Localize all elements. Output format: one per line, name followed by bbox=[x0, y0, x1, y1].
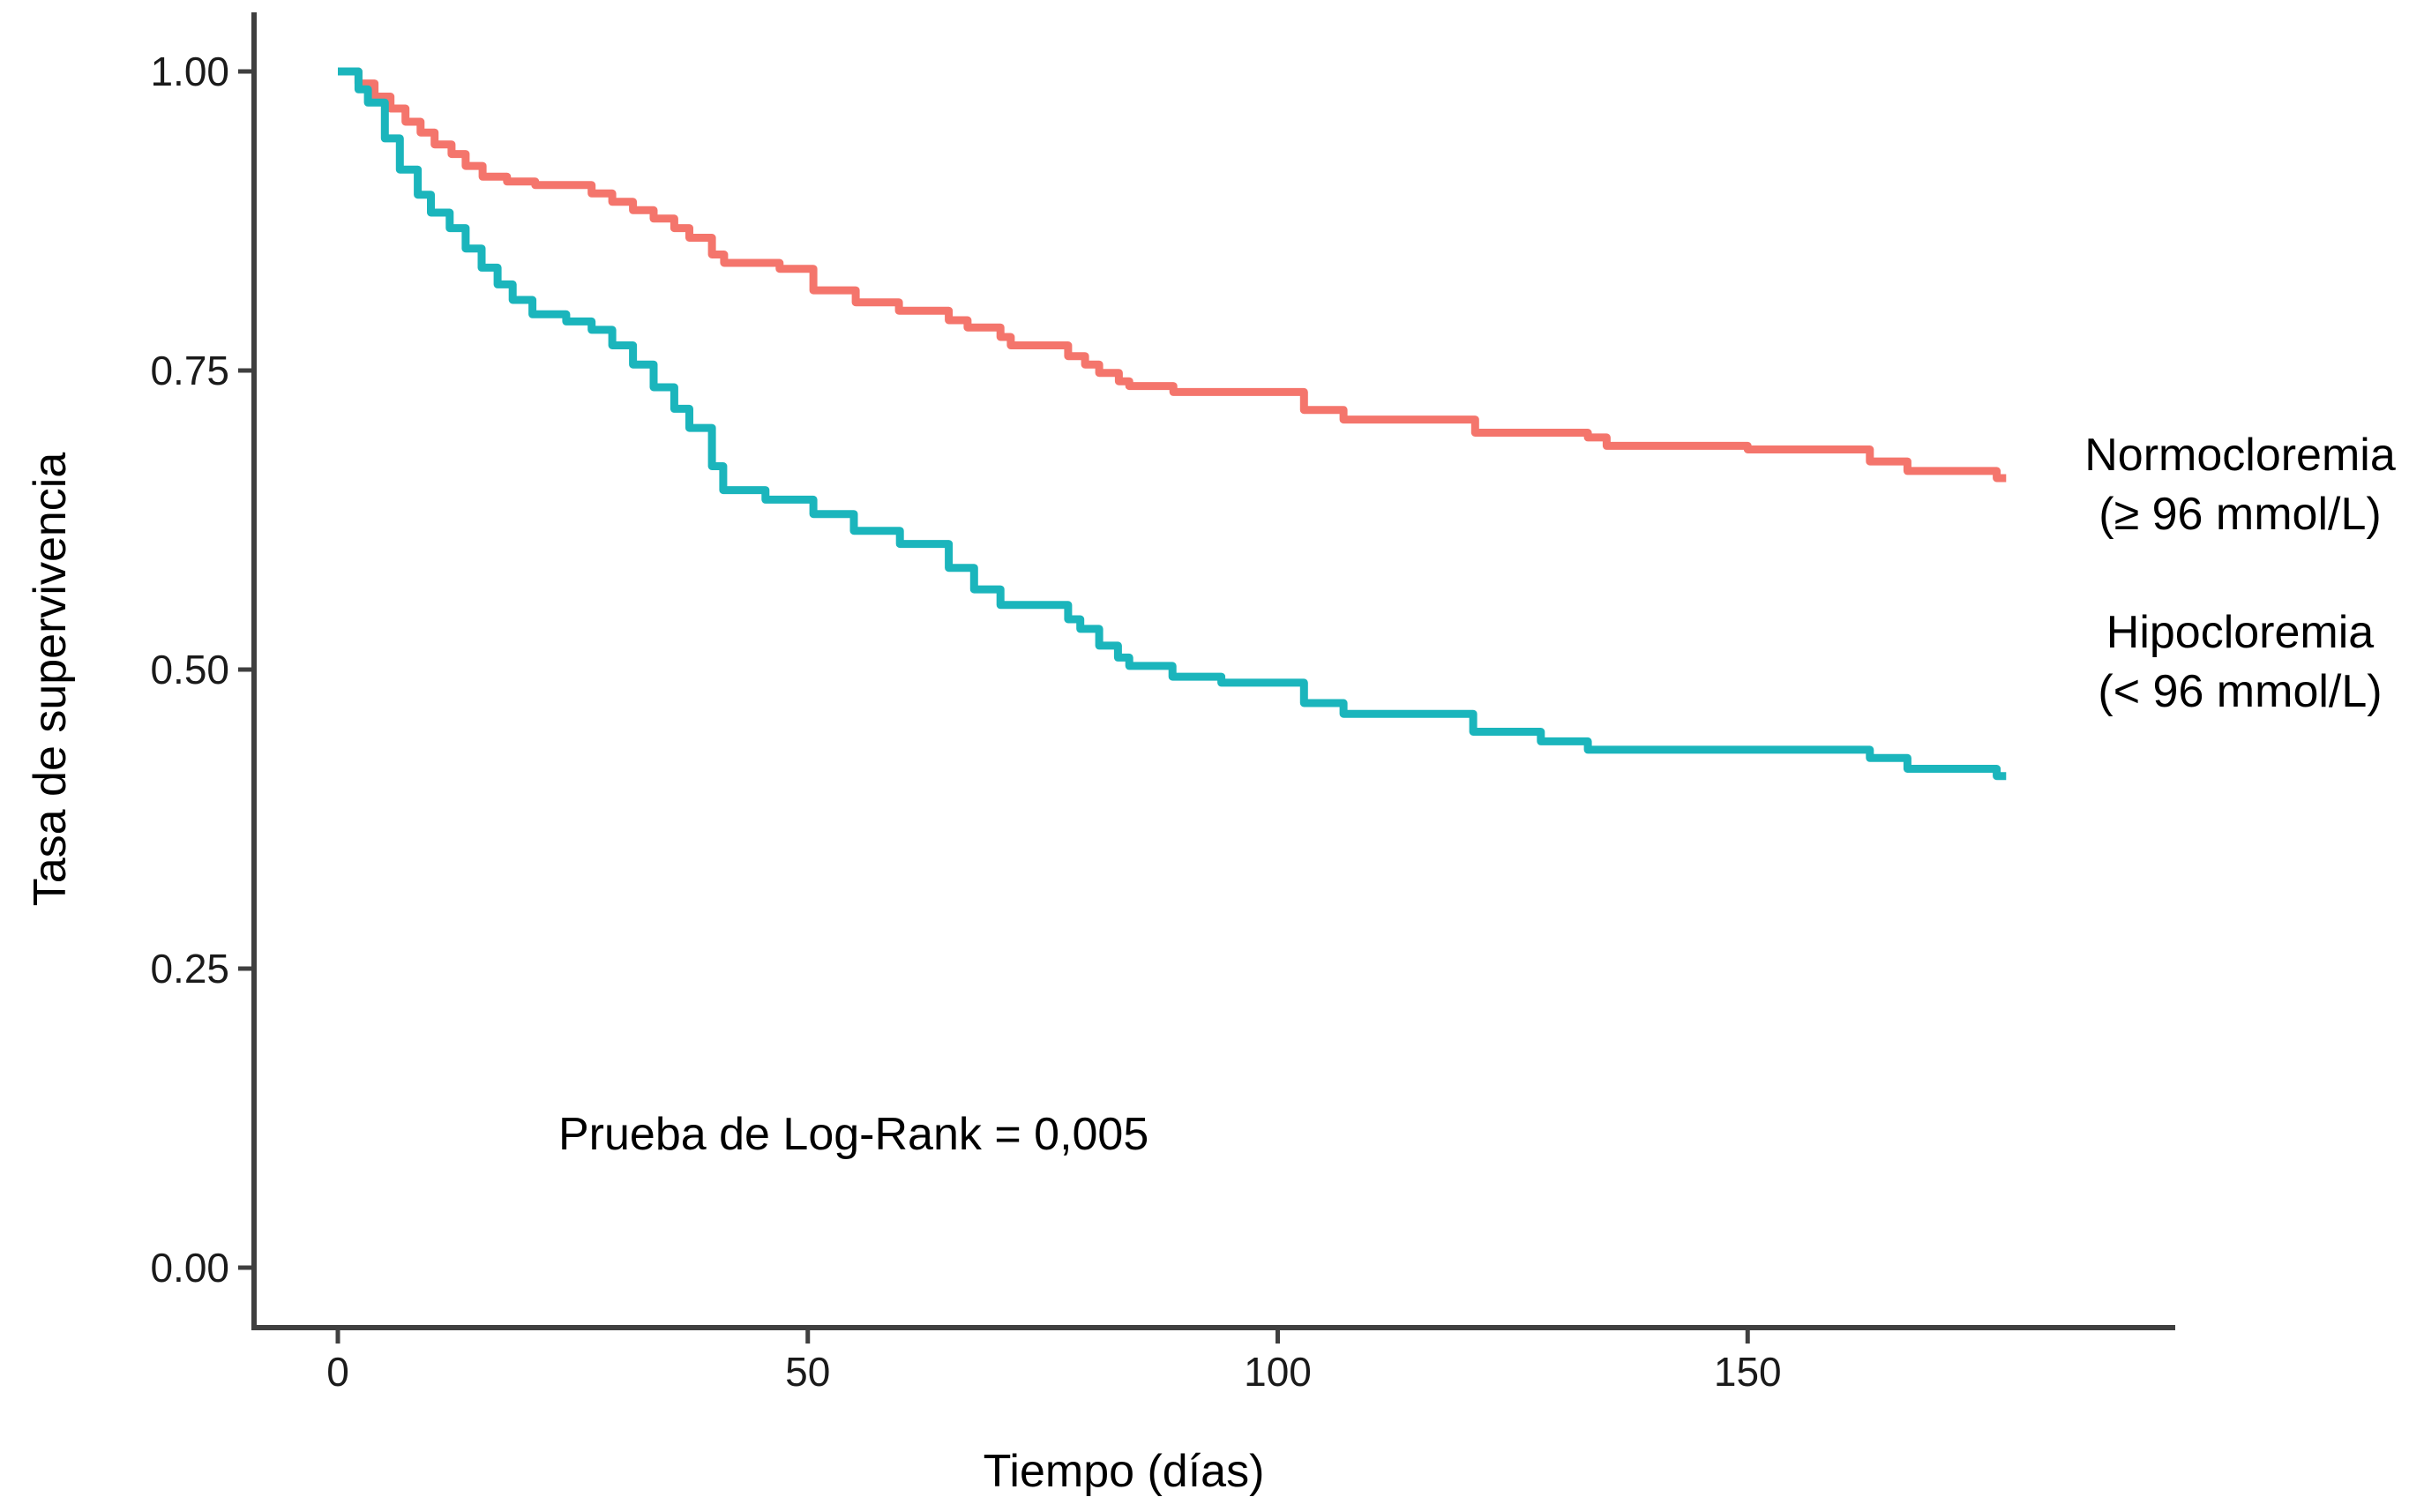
series-label-normocloremia-line1: Normocloremia bbox=[2084, 430, 2396, 481]
log-rank-annotation: Prueba de Log-Rank = 0,005 bbox=[558, 1109, 1149, 1160]
series-label-hipocloremia-line2: (< 96 mmol/L) bbox=[2098, 666, 2383, 717]
series-label-hipocloremia: Hipocloremia (< 96 mmol/L) bbox=[2071, 603, 2409, 722]
y-axis-title: Tasa de supervivencia bbox=[25, 452, 76, 907]
survival-curve-hipocloremia bbox=[338, 67, 2007, 781]
survival-curve-normocloremia bbox=[338, 67, 2007, 483]
series-label-hipocloremia-line1: Hipocloremia bbox=[2106, 607, 2375, 658]
x-axis-tick-label: 100 bbox=[1244, 1349, 1312, 1395]
x-axis-tick-label: 50 bbox=[785, 1349, 830, 1395]
y-axis-tick-label: 0.25 bbox=[150, 946, 229, 992]
x-axis-title: Tiempo (días) bbox=[983, 1446, 1265, 1497]
y-axis-tick-label: 0.75 bbox=[150, 348, 229, 393]
series-label-normocloremia: Normocloremia (≥ 96 mmol/L) bbox=[2071, 426, 2409, 544]
series-label-normocloremia-line2: (≥ 96 mmol/L) bbox=[2099, 489, 2382, 540]
y-axis-tick-label: 1.00 bbox=[150, 49, 229, 94]
x-axis-tick-label: 0 bbox=[326, 1349, 349, 1395]
x-axis-tick-label: 150 bbox=[1714, 1349, 1782, 1395]
y-axis-tick-label: 0.00 bbox=[150, 1245, 229, 1291]
y-axis-tick-label: 0.50 bbox=[150, 647, 229, 692]
